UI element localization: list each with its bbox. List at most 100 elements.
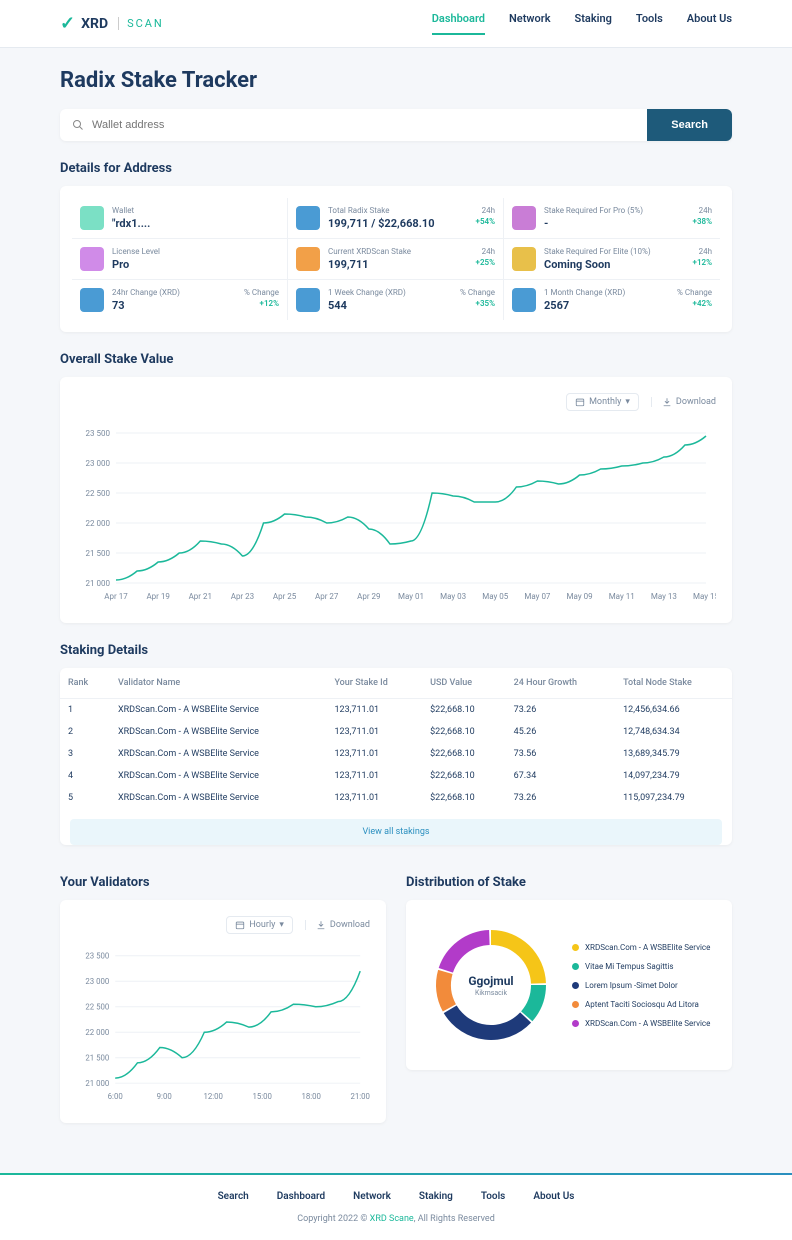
nav-about-us[interactable]: About Us bbox=[687, 12, 732, 35]
footer-link-dashboard[interactable]: Dashboard bbox=[277, 1191, 325, 1202]
validators-download-label: Download bbox=[330, 920, 370, 930]
download-icon bbox=[662, 397, 672, 407]
detail-cell: Wallet "rdx1.... bbox=[72, 198, 288, 239]
validators-period-dropdown[interactable]: Hourly ▾ bbox=[226, 916, 293, 934]
svg-text:Apr 29: Apr 29 bbox=[357, 592, 380, 601]
download-label: Download bbox=[676, 397, 716, 407]
logo[interactable]: ✓ XRD SCAN bbox=[60, 13, 164, 34]
download-button[interactable]: Download bbox=[651, 397, 716, 407]
table-header: Rank bbox=[60, 668, 110, 699]
table-cell: XRDScan.Com - A WSBElite Service bbox=[110, 743, 327, 765]
footer-link-about-us[interactable]: About Us bbox=[533, 1191, 574, 1202]
svg-text:12:00: 12:00 bbox=[203, 1092, 223, 1101]
search-bar: Search bbox=[60, 109, 732, 141]
nav-network[interactable]: Network bbox=[509, 12, 551, 35]
detail-icon bbox=[296, 247, 320, 271]
detail-label: 1 Week Change (XRD) bbox=[328, 288, 406, 297]
legend-label: XRDScan.Com - A WSBElite Service bbox=[585, 943, 710, 952]
detail-pct: +12% bbox=[260, 299, 279, 312]
svg-text:Apr 21: Apr 21 bbox=[189, 592, 212, 601]
legend-dot-icon bbox=[572, 944, 579, 951]
detail-value: - bbox=[544, 217, 548, 230]
svg-text:9:00: 9:00 bbox=[157, 1092, 172, 1101]
svg-text:Apr 23: Apr 23 bbox=[231, 592, 254, 601]
footer-link-staking[interactable]: Staking bbox=[419, 1191, 453, 1202]
svg-text:May 07: May 07 bbox=[524, 592, 551, 601]
table-cell: XRDScan.Com - A WSBElite Service bbox=[110, 765, 327, 787]
table-row[interactable]: 2XRDScan.Com - A WSBElite Service123,711… bbox=[60, 721, 732, 743]
svg-text:May 11: May 11 bbox=[609, 592, 635, 601]
detail-label: Stake Required For Pro (5%) bbox=[544, 206, 643, 215]
detail-cell: Total Radix Stake24h 199,711 / $22,668.1… bbox=[288, 198, 504, 239]
overall-chart: 21 00021 50022 00022 50023 00023 500Apr … bbox=[76, 423, 716, 603]
nav-tools[interactable]: Tools bbox=[636, 12, 663, 35]
table-cell: 73.56 bbox=[506, 743, 615, 765]
copyright-link[interactable]: XRD Scane bbox=[370, 1214, 414, 1224]
svg-text:21 000: 21 000 bbox=[86, 579, 111, 588]
svg-text:May 13: May 13 bbox=[651, 592, 677, 601]
details-grid: Wallet "rdx1.... Total Radix Stake24h 19… bbox=[60, 186, 732, 332]
svg-text:May 05: May 05 bbox=[482, 592, 509, 601]
table-cell: 73.26 bbox=[506, 787, 615, 809]
table-cell: 12,748,634.34 bbox=[615, 721, 732, 743]
svg-text:15:00: 15:00 bbox=[252, 1092, 272, 1101]
validators-download-button[interactable]: Download bbox=[305, 920, 370, 930]
table-row[interactable]: 3XRDScan.Com - A WSBElite Service123,711… bbox=[60, 743, 732, 765]
footer-link-network[interactable]: Network bbox=[353, 1191, 391, 1202]
table-header: USD Value bbox=[422, 668, 506, 699]
footer-link-search[interactable]: Search bbox=[218, 1191, 249, 1202]
details-heading: Details for Address bbox=[60, 161, 732, 176]
staking-table: RankValidator NameYour Stake IdUSD Value… bbox=[60, 668, 732, 809]
svg-text:22 500: 22 500 bbox=[85, 1003, 109, 1012]
search-input[interactable] bbox=[92, 109, 635, 141]
svg-text:22 000: 22 000 bbox=[86, 519, 111, 528]
donut-card: GgojmulKikmsacik XRDScan.Com - A WSBElit… bbox=[406, 900, 732, 1070]
table-header: Your Stake Id bbox=[326, 668, 422, 699]
detail-pct: +25% bbox=[476, 258, 495, 271]
detail-pct: +42% bbox=[693, 299, 712, 312]
legend-item: Vitae Mi Tempus Sagittis bbox=[572, 962, 710, 971]
footer-link-tools[interactable]: Tools bbox=[481, 1191, 505, 1202]
detail-value: 199,711 bbox=[328, 258, 369, 271]
svg-text:23 000: 23 000 bbox=[85, 977, 109, 986]
table-cell: 12,456,634.66 bbox=[615, 699, 732, 722]
table-row[interactable]: 1XRDScan.Com - A WSBElite Service123,711… bbox=[60, 699, 732, 722]
detail-label: Stake Required For Elite (10%) bbox=[544, 247, 651, 256]
detail-value: 73 bbox=[112, 299, 125, 312]
svg-text:6:00: 6:00 bbox=[108, 1092, 123, 1101]
period-dropdown[interactable]: Monthly ▾ bbox=[566, 393, 639, 411]
table-row[interactable]: 4XRDScan.Com - A WSBElite Service123,711… bbox=[60, 765, 732, 787]
table-header: Validator Name bbox=[110, 668, 327, 699]
table-row[interactable]: 5XRDScan.Com - A WSBElite Service123,711… bbox=[60, 787, 732, 809]
table-cell: 4 bbox=[60, 765, 110, 787]
table-cell: 123,711.01 bbox=[326, 721, 422, 743]
table-cell: 1 bbox=[60, 699, 110, 722]
detail-label: License Level bbox=[112, 247, 160, 256]
footer-nav: Search Dashboard Network Staking Tools About … bbox=[60, 1191, 732, 1202]
svg-text:21 500: 21 500 bbox=[86, 549, 111, 558]
nav-dashboard[interactable]: Dashboard bbox=[432, 12, 485, 35]
legend-item: Lorem Ipsum -Simet Dolor bbox=[572, 981, 710, 990]
detail-icon bbox=[296, 206, 320, 230]
detail-icon bbox=[80, 206, 104, 230]
table-cell: 67.34 bbox=[506, 765, 615, 787]
detail-pct: +54% bbox=[476, 217, 495, 230]
table-cell: XRDScan.Com - A WSBElite Service bbox=[110, 787, 327, 809]
footer: Search Dashboard Network Staking Tools About … bbox=[0, 1175, 792, 1240]
table-cell: XRDScan.Com - A WSBElite Service bbox=[110, 721, 327, 743]
svg-text:22 000: 22 000 bbox=[85, 1028, 109, 1037]
detail-right-top: 24h bbox=[482, 247, 495, 256]
table-cell: 115,097,234.79 bbox=[615, 787, 732, 809]
nav-staking[interactable]: Staking bbox=[575, 12, 612, 35]
view-all-button[interactable]: View all stakings bbox=[70, 819, 722, 845]
search-button[interactable]: Search bbox=[647, 109, 732, 141]
donut-legend: XRDScan.Com - A WSBElite Service Vitae Mi… bbox=[572, 943, 710, 1028]
table-header: Total Node Stake bbox=[615, 668, 732, 699]
svg-text:May 09: May 09 bbox=[567, 592, 593, 601]
table-cell: 14,097,234.79 bbox=[615, 765, 732, 787]
svg-text:Apr 17: Apr 17 bbox=[104, 592, 128, 601]
svg-text:23 500: 23 500 bbox=[86, 429, 111, 438]
detail-right-top: 24h bbox=[699, 206, 712, 215]
table-cell: 13,689,345.79 bbox=[615, 743, 732, 765]
table-cell: $22,668.10 bbox=[422, 787, 506, 809]
